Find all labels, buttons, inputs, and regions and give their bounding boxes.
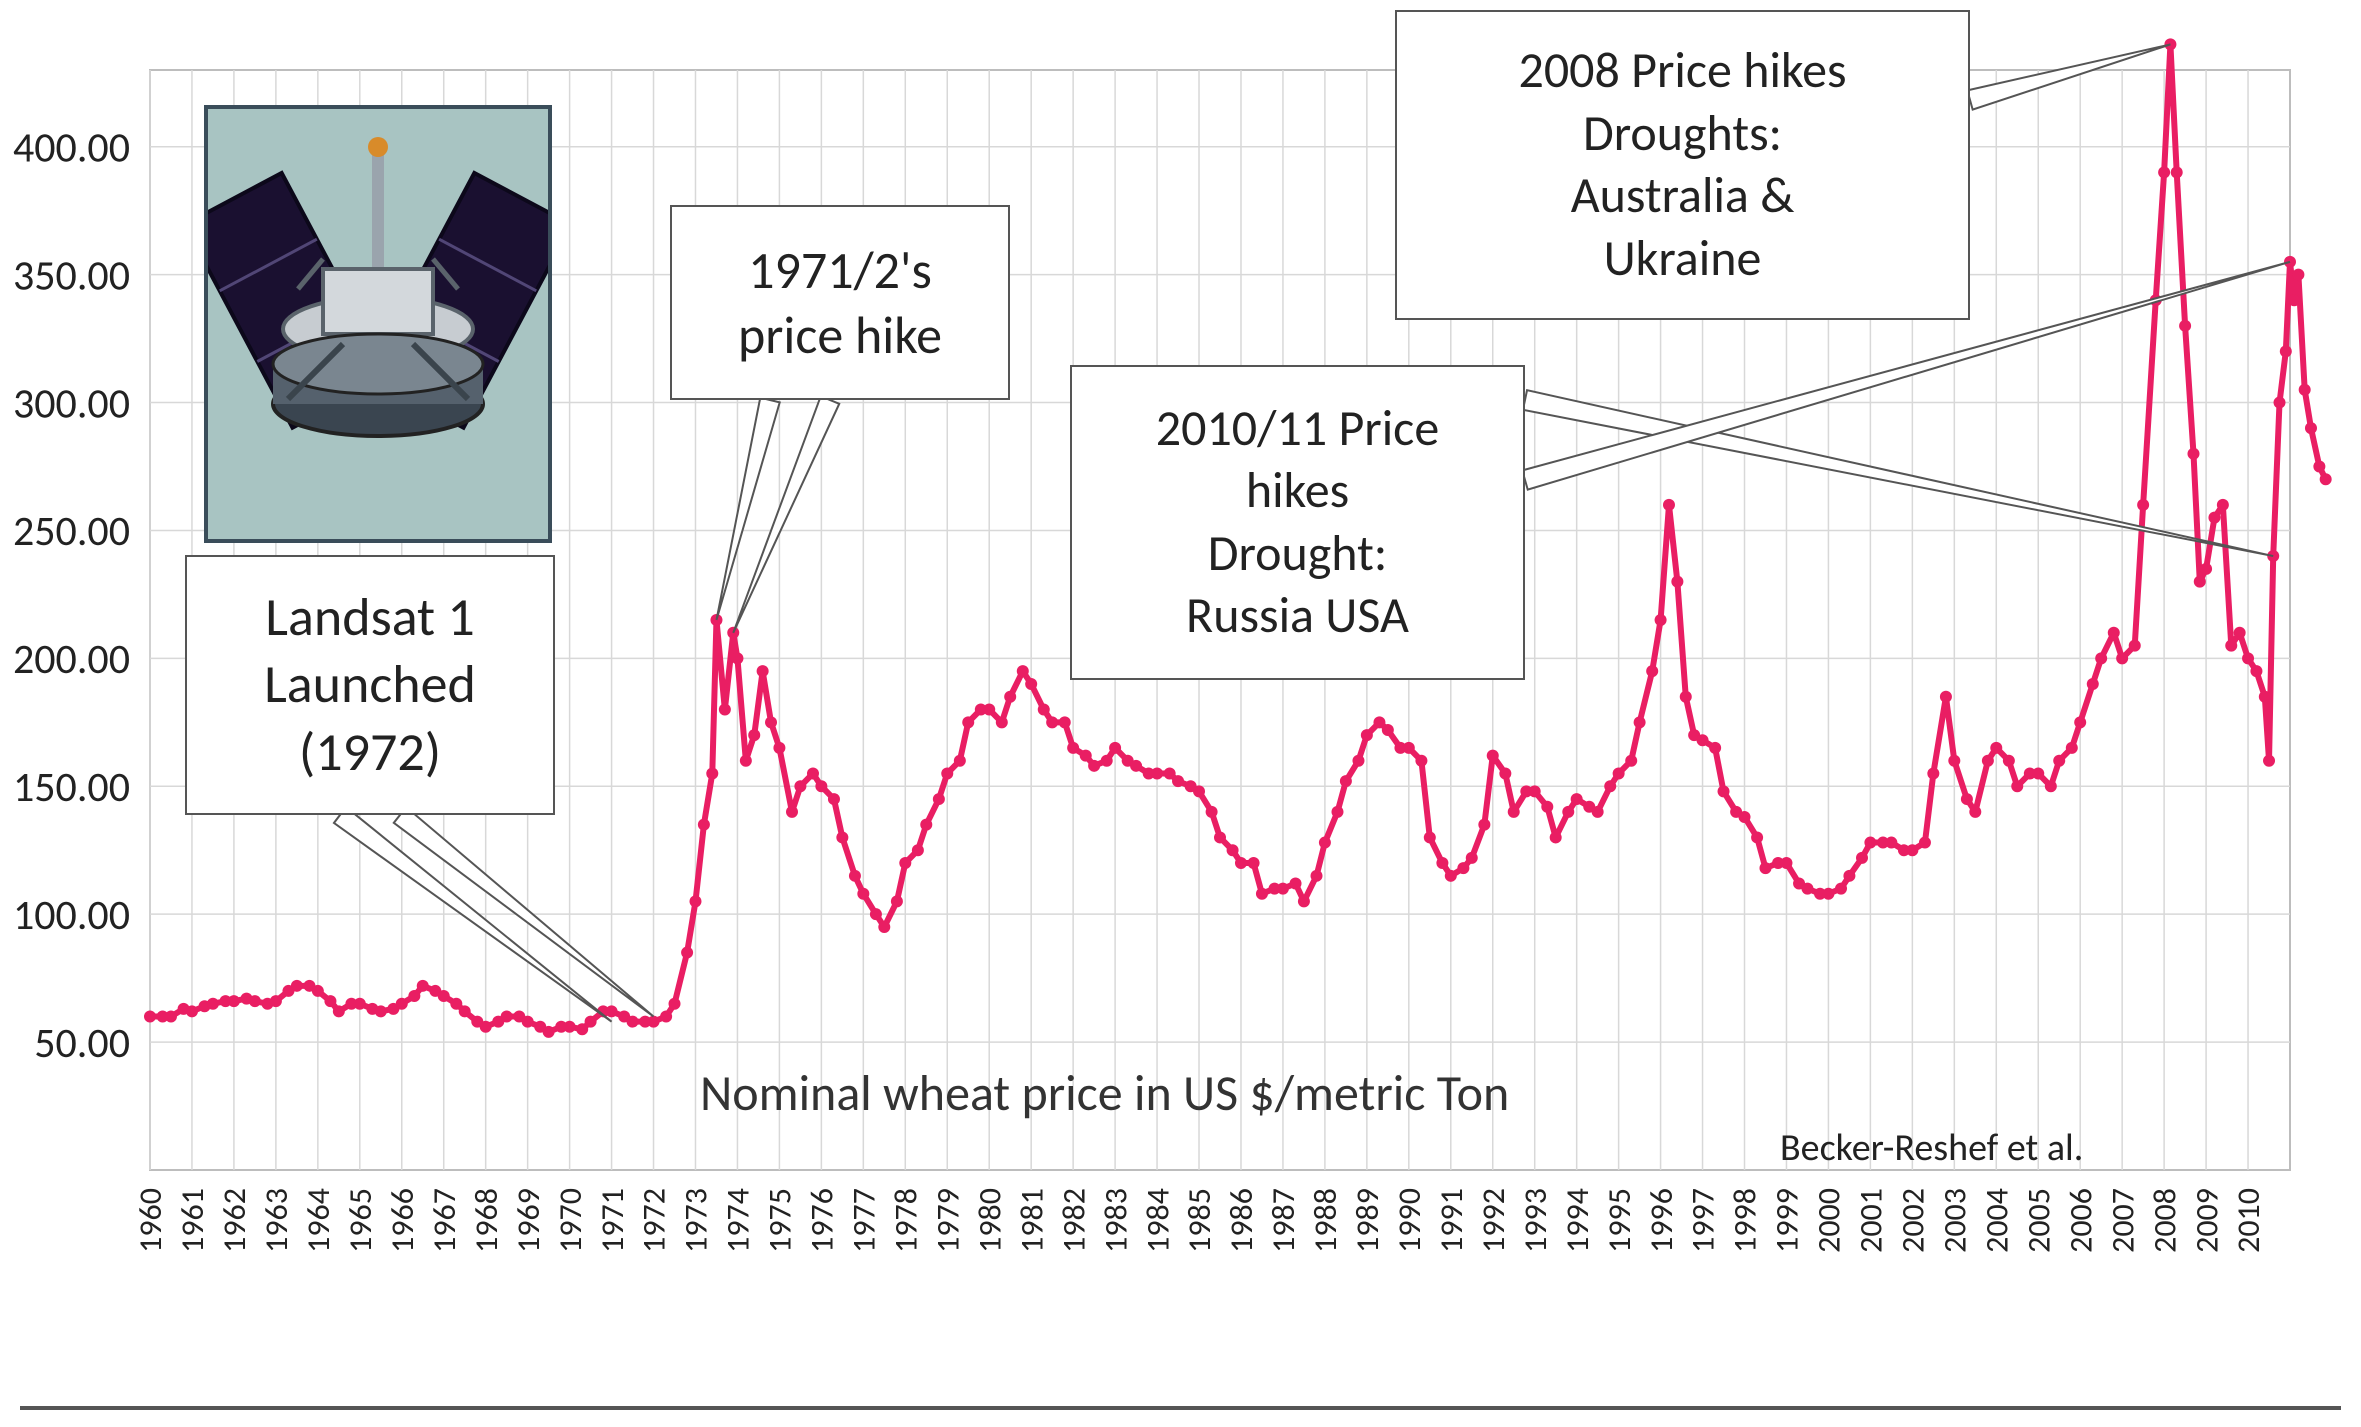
ytick-label: 50.00 [34,1018,130,1069]
axis-title: Nominal wheat price in US $/metric Ton [700,1063,1509,1124]
callout-2008-hike: 2008 Price hikesDroughts:Australia &Ukra… [1395,10,1970,320]
xtick-label: 1997 [1684,1188,1723,1253]
xtick-label: 1983 [1096,1188,1135,1253]
xtick-label: 1964 [299,1188,338,1253]
xtick-label: 2003 [1936,1188,1975,1253]
ytick-label: 150.00 [13,762,130,813]
ytick-label: 400.00 [13,122,130,173]
xtick-label: 1994 [1558,1188,1597,1253]
callout-2010-hike: 2010/11 PricehikesDrought:Russia USA [1070,365,1525,680]
callout-line: Droughts: [1583,103,1782,166]
ytick-label: 100.00 [13,890,130,941]
callout-line: 2010/11 Price [1156,398,1439,461]
ytick-label: 250.00 [13,506,130,557]
xtick-label: 1998 [1726,1188,1765,1253]
xtick-label: 1986 [1222,1188,1261,1253]
ytick-label: 350.00 [13,250,130,301]
callout-line: Launched [264,651,476,719]
xtick-label: 2008 [2145,1188,2184,1253]
callout-1971-hike: 1971/2'sprice hike [670,205,1010,400]
callout-line: price hike [738,303,942,368]
xtick-label: 1987 [1264,1188,1303,1253]
xtick-label: 1990 [1390,1188,1429,1253]
xtick-label: 2004 [1977,1188,2016,1253]
xtick-label: 1978 [886,1188,925,1253]
callout-line: Ukraine [1604,228,1762,291]
xtick-label: 1976 [803,1188,842,1253]
xtick-label: 2006 [2061,1188,2100,1253]
xtick-label: 1982 [1054,1188,1093,1253]
xtick-label: 1977 [845,1188,884,1253]
xtick-label: 1988 [1306,1188,1345,1253]
xtick-label: 2000 [1810,1188,1849,1253]
xtick-label: 2009 [2187,1188,2226,1253]
xtick-label: 1973 [677,1188,716,1253]
xtick-label: 1960 [131,1188,170,1253]
xtick-label: 1992 [1474,1188,1513,1253]
xtick-label: 2010 [2229,1188,2268,1253]
xtick-label: 1980 [970,1188,1009,1253]
xtick-label: 1970 [551,1188,590,1253]
callout-landsat: Landsat 1Launched(1972) [185,555,555,815]
callout-line: Australia & [1571,165,1795,228]
xtick-label: 2001 [1852,1188,1891,1253]
wheat-price-chart: 50.00 100.00 150.00 200.00 250.00 300.00 350.0… [0,0,2361,1427]
callout-line: Landsat 1 [265,584,474,652]
xtick-label: 1966 [383,1188,422,1253]
callout-line: 2008 Price hikes [1518,40,1846,103]
xtick-label: 1975 [761,1188,800,1253]
xtick-label: 1972 [635,1188,674,1253]
xtick-label: 1979 [928,1188,967,1253]
xtick-label: 1984 [1138,1188,1177,1253]
xtick-label: 1963 [257,1188,296,1253]
xtick-label: 1967 [425,1188,464,1253]
callout-line: Drought: [1208,523,1388,586]
xtick-label: 1962 [215,1188,254,1253]
xtick-label: 1974 [719,1188,758,1253]
landsat-satellite-image [204,105,552,543]
xtick-label: 1993 [1516,1188,1555,1253]
xtick-label: 2007 [2103,1188,2142,1253]
callout-line: hikes [1246,460,1349,523]
xtick-label: 2005 [2019,1188,2058,1253]
callout-line: (1972) [299,719,441,787]
xtick-label: 1985 [1180,1188,1219,1253]
xtick-label: 1961 [173,1188,212,1253]
callout-line: Russia USA [1186,585,1409,648]
ytick-label: 300.00 [13,378,130,429]
xtick-label: 1981 [1012,1188,1051,1253]
xtick-label: 1989 [1348,1188,1387,1253]
xtick-label: 1965 [341,1188,380,1253]
chart-credit: Becker-Reshef et al. [1780,1125,2083,1171]
xtick-label: 1996 [1642,1188,1681,1253]
xtick-label: 1991 [1432,1188,1471,1253]
xtick-label: 1971 [593,1188,632,1253]
xtick-label: 1995 [1600,1188,1639,1253]
xtick-label: 1999 [1768,1188,1807,1253]
xtick-label: 1968 [467,1188,506,1253]
ytick-label: 200.00 [13,634,130,685]
xtick-label: 2002 [1894,1188,1933,1253]
callout-line: 1971/2's [748,238,932,303]
xtick-label: 1969 [509,1188,548,1253]
